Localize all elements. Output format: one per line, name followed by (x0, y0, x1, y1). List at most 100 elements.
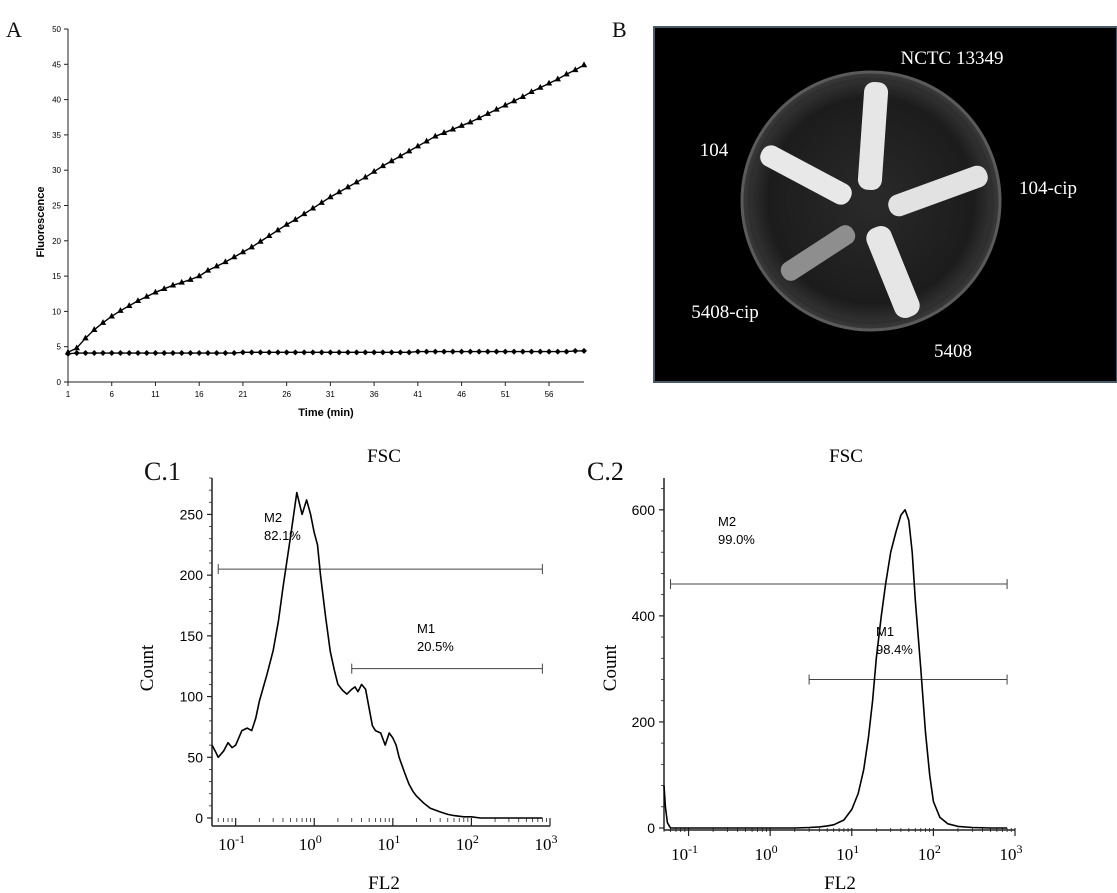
chart-a-point-triangle (152, 288, 159, 295)
chart-a-point-diamond (362, 349, 369, 356)
chart-a-point-diamond (292, 349, 299, 356)
chart-a-point-triangle (519, 93, 526, 99)
chart-a-point-triangle (510, 97, 518, 104)
chart-c2-xtick-label: 100 (755, 842, 778, 864)
chart-c2-ytick-label: 0 (647, 820, 655, 836)
chart-a-point-triangle (134, 297, 142, 304)
chart-c1-histogram: FSC 0 50 100 150 200 250 10-1 100 101 102 103 M2 8… (137, 446, 558, 893)
streak-5408 (866, 225, 920, 319)
chart-c1-ytick-label: 250 (180, 506, 204, 522)
chart-c2-ytick-label: 200 (632, 714, 656, 730)
chart-a-ytick-label: 30 (52, 166, 61, 175)
chart-a-point-triangle (126, 302, 133, 308)
chart-a-point-triangle (554, 75, 561, 82)
label-104-cip: 104-cip (1019, 178, 1077, 199)
chart-a-point-diamond (449, 348, 456, 355)
chart-a-point-triangle (405, 147, 413, 154)
chart-a-ytick-label: 35 (52, 131, 61, 140)
chart-a-point-triangle (169, 281, 177, 288)
chart-a-point-triangle (187, 276, 194, 282)
chart-a-ytick-label: 10 (52, 307, 61, 316)
chart-a-point-triangle (73, 344, 80, 351)
label-104: 104 (700, 140, 729, 161)
chart-a-point-diamond (353, 349, 360, 356)
chart-a-point-triangle (117, 307, 124, 313)
chart-a-xtick-label: 41 (413, 390, 422, 399)
chart-a-point-diamond (537, 348, 544, 355)
chart-c1-ytick-label: 200 (180, 567, 204, 583)
chart-c2-xtick-label: 103 (1000, 842, 1023, 864)
chart-a-point-diamond (572, 347, 579, 354)
chart-a-point-diamond (204, 350, 211, 357)
streak-104 (760, 145, 852, 205)
chart-a-series-1-line (67, 64, 585, 353)
chart-a-point-triangle (82, 334, 89, 341)
chart-a-point-diamond (274, 349, 281, 356)
chart-a-point-triangle (563, 70, 570, 77)
chart-a-y-label: Fluorescence (35, 187, 47, 258)
chart-a-point-diamond (178, 350, 185, 357)
chart-a-point-triangle (195, 272, 203, 279)
chart-a-point-triangle (475, 114, 483, 121)
chart-a-point-triangle (580, 61, 588, 68)
chart-a-point-triangle (108, 312, 115, 319)
label-5408: 5408 (934, 341, 972, 362)
chart-a-ytick-label: 40 (52, 96, 61, 105)
chart-a-point-diamond (528, 348, 535, 355)
chart-c2-y-label: Count (600, 644, 621, 691)
chart-a-point-triangle (423, 137, 430, 144)
chart-a-point-diamond (397, 349, 404, 356)
chart-a-point-triangle (248, 243, 255, 250)
chart-c1-x-label: FL2 (368, 873, 400, 893)
chart-a-point-triangle (458, 122, 465, 128)
chart-a-point-diamond (187, 350, 194, 357)
chart-a-point-triangle (283, 220, 290, 227)
chart-a-ytick-label: 15 (52, 272, 61, 281)
chart-a-point-diamond (441, 348, 448, 355)
chart-c1-ytick-label: 0 (195, 810, 203, 826)
chart-c1-xtick-label: 10-1 (218, 832, 245, 854)
chart-a-point-triangle (440, 129, 448, 135)
chart-a-point-diamond (344, 349, 351, 356)
chart-a-x-label: Time (min) (298, 407, 354, 419)
chart-a-point-triangle (528, 88, 535, 95)
chart-a-point-diamond (467, 348, 474, 355)
chart-a-point-triangle (143, 292, 150, 299)
chart-a-point-triangle (379, 162, 387, 169)
chart-a-point-diamond (458, 348, 465, 355)
gate-m1-pct: 98.4% (876, 642, 913, 657)
chart-a-point-diamond (519, 348, 526, 355)
chart-a-point-diamond (406, 349, 413, 356)
chart-a-xtick-label: 46 (457, 390, 466, 399)
gate-m1-pct: 20.5% (417, 639, 454, 654)
chart-c2-x-label: FL2 (824, 873, 856, 893)
streak-5408-cip (780, 225, 856, 281)
chart-a-ytick-label: 0 (57, 378, 62, 387)
chart-a-point-diamond (108, 350, 115, 357)
chart-a-point-triangle (239, 248, 247, 255)
chart-a-xtick-label: 26 (282, 390, 291, 399)
chart-c1-xtick-label: 101 (377, 832, 400, 854)
chart-a-point-triangle (572, 66, 579, 73)
chart-a-point-triangle (318, 199, 325, 205)
gate-m2-pct: 99.0% (718, 532, 755, 547)
chart-a-point-diamond (213, 350, 220, 357)
chart-a-point-diamond (143, 350, 150, 357)
chart-a-xtick-label: 56 (545, 390, 554, 399)
chart-c1-histogram-line (211, 491, 543, 819)
chart-c1-xtick-label: 103 (535, 832, 558, 854)
chart-a-point-triangle (432, 132, 439, 139)
chart-c2-xtick-label: 102 (918, 842, 941, 864)
chart-a-point-triangle (300, 210, 308, 217)
chart-a-point-diamond (134, 350, 141, 357)
chart-a-point-triangle (414, 142, 422, 149)
chart-c2-histogram-line (663, 508, 1008, 829)
chart-a-point-diamond (82, 350, 89, 357)
chart-a-xtick-label: 36 (370, 390, 379, 399)
chart-a-point-triangle (484, 110, 491, 116)
chart-a-point-diamond (117, 350, 124, 357)
chart-a-point-diamond (484, 348, 491, 355)
chart-a-point-triangle (91, 326, 98, 332)
chart-a-point-triangle (265, 232, 273, 239)
chart-a-ytick-label: 45 (52, 60, 61, 69)
